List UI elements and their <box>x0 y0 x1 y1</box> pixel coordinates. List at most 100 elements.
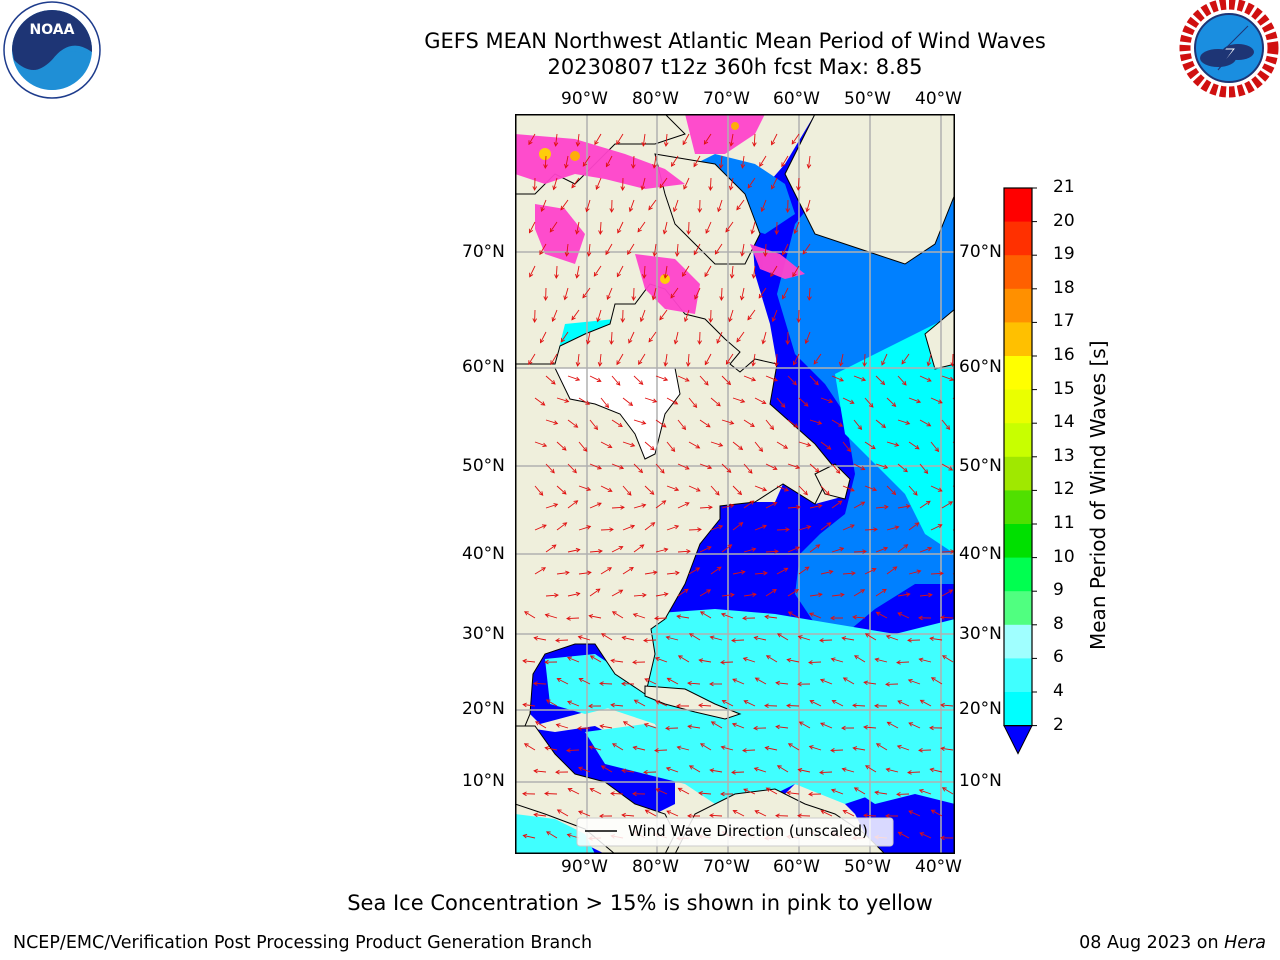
wind-arrow <box>930 441 939 452</box>
wind-arrow <box>743 593 756 597</box>
wind-arrow-head <box>640 185 646 191</box>
wind-arrow <box>582 155 591 167</box>
wind-arrow <box>698 704 712 707</box>
wind-arrow-head <box>586 486 592 492</box>
wind-arrow <box>589 588 601 597</box>
wind-arrow-head <box>618 422 623 428</box>
wind-arrow-head <box>804 339 809 345</box>
wind-arrow <box>566 749 580 752</box>
wind-arrow <box>743 500 754 509</box>
wind-arrow <box>698 792 712 795</box>
wind-arrow-head <box>578 810 583 815</box>
wind-arrow <box>545 463 555 474</box>
wind-arrow-head <box>628 401 634 406</box>
lon-label-bottom-2: 80°W <box>632 857 679 877</box>
wind-arrow <box>762 331 767 344</box>
wind-arrow <box>556 571 569 575</box>
wind-arrow-head <box>874 790 880 796</box>
lon-label-bottom-3: 70°W <box>703 857 750 877</box>
wind-arrow <box>788 611 800 619</box>
wind-arrow-head <box>780 403 786 408</box>
wind-arrow-head <box>761 339 766 345</box>
wind-arrow-head <box>945 425 951 431</box>
wind-arrow <box>622 769 635 773</box>
wind-arrow <box>930 397 943 404</box>
wind-arrow-head <box>830 657 836 662</box>
wind-arrow-head <box>705 423 711 428</box>
wind-arrow-head <box>638 360 643 365</box>
wind-arrow <box>799 721 811 729</box>
colorbar-segment <box>1004 624 1032 659</box>
wind-arrow-head <box>652 251 658 257</box>
colorbar-segment <box>1004 557 1032 592</box>
wind-arrow-head <box>897 831 903 836</box>
wind-arrow-head <box>663 547 669 553</box>
wind-arrow <box>528 133 536 145</box>
wind-arrow-head <box>830 748 835 753</box>
wind-arrow <box>567 701 580 707</box>
wind-arrow <box>666 636 679 641</box>
wind-arrow-head <box>687 724 693 729</box>
wind-arrow <box>699 331 701 345</box>
wind-arrow <box>852 616 866 619</box>
wind-arrow-head <box>797 813 802 818</box>
wind-arrow <box>744 700 756 707</box>
wind-arrow <box>842 572 856 575</box>
wind-arrow <box>731 771 745 773</box>
colorbar-tick-label: 20 <box>1053 210 1075 231</box>
wind-arrow-head <box>594 140 599 146</box>
lat-label-left-40: 40°N <box>462 544 505 564</box>
wind-arrow-head <box>553 503 559 508</box>
wind-arrow-head <box>585 207 590 213</box>
wind-arrow <box>541 199 547 212</box>
wind-arrow <box>629 199 635 212</box>
wind-arrow <box>534 524 547 531</box>
wind-arrow-head <box>792 272 797 278</box>
wind-arrow <box>567 463 577 474</box>
wind-arrow-head <box>522 833 528 839</box>
wind-arrow <box>941 375 954 381</box>
wind-arrow-head <box>638 380 644 385</box>
wind-arrow-head <box>692 403 698 409</box>
wind-arrow <box>793 353 800 365</box>
wind-arrow-head <box>793 360 798 366</box>
wind-arrow <box>864 485 877 491</box>
wind-arrow <box>897 745 910 751</box>
wind-arrow-head <box>535 721 540 726</box>
colorbar-tick-label: 6 <box>1053 647 1064 668</box>
lat-label-right-30: 30°N <box>959 624 1002 644</box>
wind-arrow-head <box>599 724 605 729</box>
wind-arrow <box>771 177 778 189</box>
wind-arrow-head <box>796 318 801 323</box>
wind-arrow <box>655 419 667 428</box>
wind-arrow <box>940 616 954 619</box>
wind-arrow <box>819 639 833 641</box>
wind-arrow-head <box>617 228 622 234</box>
wind-arrow-head <box>753 767 759 772</box>
colorbar-segment <box>1004 255 1032 290</box>
wind-arrow-head <box>926 377 932 382</box>
wind-arrow <box>908 722 921 729</box>
wind-arrow-head <box>783 444 789 449</box>
wind-arrow-head <box>695 567 701 572</box>
wind-arrow-head <box>674 524 680 530</box>
wind-arrow-head <box>698 703 703 708</box>
wind-arrow-head <box>805 207 810 213</box>
wind-arrow <box>842 768 855 773</box>
wind-arrow-head <box>528 360 533 365</box>
wind-arrow-head <box>762 524 767 529</box>
wind-arrow <box>876 611 888 619</box>
wind-arrow <box>820 485 830 496</box>
wind-arrow <box>931 677 943 685</box>
wind-arrow <box>908 397 921 403</box>
wind-arrow <box>931 809 943 817</box>
wind-arrow <box>853 501 865 509</box>
wind-arrow <box>644 571 657 575</box>
wind-arrow-head <box>546 831 551 836</box>
wind-arrow-head <box>729 420 735 425</box>
wind-arrow-head <box>620 505 625 510</box>
wind-arrow-head <box>763 252 768 257</box>
wind-arrow-head <box>699 611 705 616</box>
wind-arrow <box>666 441 675 452</box>
lon-label-top-6: 40°W <box>915 89 962 109</box>
